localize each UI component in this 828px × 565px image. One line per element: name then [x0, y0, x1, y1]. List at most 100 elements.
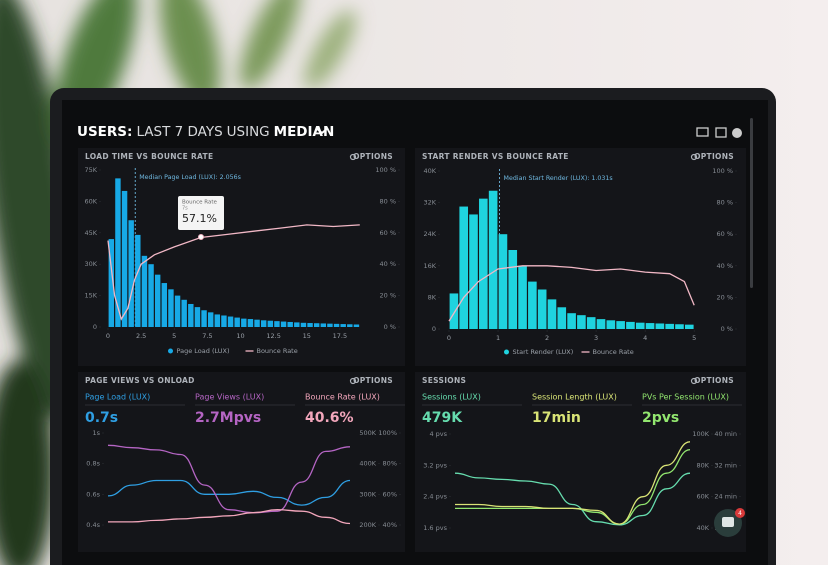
- y2-tick-label: 200K: [359, 521, 376, 529]
- histogram-bar: [635, 322, 645, 329]
- y-tick-label: 45K: [84, 229, 97, 237]
- histogram-bar: [508, 250, 518, 329]
- panel: [415, 372, 746, 552]
- tv-icon[interactable]: [696, 127, 709, 137]
- y2-tick-label: 60 %: [716, 230, 733, 238]
- histogram-bar: [148, 264, 154, 327]
- chat-badge-count: 4: [738, 510, 742, 517]
- y-tick-label: 1.6 pvs: [423, 524, 447, 532]
- options-button[interactable]: OPTIONS: [694, 376, 734, 385]
- histogram-bar: [655, 323, 665, 329]
- series-line: [454, 472, 691, 526]
- options-button[interactable]: OPTIONS: [353, 376, 393, 385]
- kpi-label: PVs Per Session (LUX): [642, 393, 729, 402]
- kpi-value: 40.6%: [305, 410, 354, 426]
- histogram-bar: [498, 234, 508, 329]
- panel-title: LOAD TIME VS BOUNCE RATE: [85, 152, 213, 161]
- tooltip-title: Bounce Rate: [182, 200, 217, 206]
- x-tick-label: 0: [447, 334, 451, 342]
- tooltip: [178, 196, 224, 230]
- y3-tick-label: 24 min: [714, 493, 737, 501]
- series-line: [454, 441, 691, 525]
- histogram-bar: [241, 318, 247, 327]
- y2-tick-label: 80 %: [379, 197, 396, 205]
- y3-tick-label: 80%: [383, 460, 397, 468]
- x-tick-label: 1: [496, 334, 500, 342]
- y2-tick-label: 40K: [696, 524, 709, 532]
- y2-tick-label: 40 %: [379, 260, 396, 268]
- x-tick-label: 10: [236, 332, 244, 340]
- histogram-bar: [518, 265, 527, 329]
- y-tick-label: 3.2 pvs: [423, 461, 447, 469]
- x-tick-label: 15: [303, 332, 311, 340]
- x-tick-label: 7.5: [202, 332, 212, 340]
- y-tick-label: 40K: [423, 167, 436, 175]
- y-tick-label: 0.6s: [86, 490, 100, 498]
- kpi-value: 17min: [532, 410, 581, 426]
- histogram-bar: [347, 324, 353, 327]
- help-icon[interactable]: [732, 128, 742, 138]
- charts: LOAD TIME VS BOUNCE RATE OPTIONS015K30K45…: [78, 148, 746, 552]
- y2-tick-label: 20 %: [716, 293, 733, 301]
- title-using: USING: [227, 124, 270, 140]
- y2-tick-label: 40 %: [716, 262, 733, 270]
- legend-swatch: [504, 349, 509, 355]
- options-icon: [690, 153, 698, 161]
- y-tick-label: 8K: [428, 293, 437, 301]
- options-button[interactable]: OPTIONS: [694, 152, 734, 161]
- y2-tick-label: 80K: [696, 461, 709, 469]
- histogram-bar: [479, 198, 488, 329]
- tooltip-point: [198, 234, 204, 240]
- histogram-bar: [313, 323, 320, 327]
- histogram-bar: [577, 315, 586, 329]
- kpi-value: 2pvs: [642, 410, 679, 426]
- x-tick-label: 5: [172, 332, 176, 340]
- histogram-bar: [459, 206, 469, 329]
- y-tick-label: 4 pvs: [429, 430, 447, 438]
- legend-label: Bounce Rate: [257, 347, 298, 355]
- histogram-bar: [596, 319, 606, 329]
- options-button[interactable]: OPTIONS: [353, 152, 393, 161]
- histogram-bar: [333, 323, 340, 327]
- kpi-label: Sessions (LUX): [422, 393, 481, 402]
- panel-title: PAGE VIEWS VS ONLOAD: [85, 376, 195, 385]
- histogram-bar: [616, 321, 625, 329]
- histogram-bar: [154, 274, 161, 327]
- histogram-bar: [606, 320, 616, 329]
- y2-tick-label: 60K: [696, 493, 709, 501]
- tooltip-value: 57.1%: [182, 212, 217, 225]
- y2-tick-label: 60 %: [379, 229, 396, 237]
- histogram-bar: [557, 307, 567, 329]
- histogram-bar: [121, 190, 128, 327]
- histogram-bar: [234, 317, 240, 327]
- panel-title: SESSIONS: [422, 376, 466, 385]
- histogram-bar: [645, 323, 655, 329]
- kpi-label: Page Views (LUX): [195, 393, 264, 402]
- histogram-bar: [188, 303, 194, 327]
- dashboard-title: USERS: LAST 7 DAYS USING MEDIAN: [77, 124, 334, 140]
- dropdown-icon[interactable]: [315, 127, 329, 135]
- x-tick-label: 5: [692, 334, 696, 342]
- y2-tick-label: 500K: [359, 429, 376, 437]
- histogram-bar: [115, 178, 121, 327]
- export-icon[interactable]: [715, 127, 727, 138]
- histogram-bar: [201, 310, 207, 327]
- kpi-value: 0.7s: [85, 410, 118, 426]
- y3-tick-label: 40 min: [714, 430, 737, 438]
- median-label: Median Start Render (LUX): 1.031s: [504, 175, 613, 182]
- histogram-bar: [247, 319, 254, 327]
- histogram-bar: [340, 324, 346, 327]
- y2-tick-label: 300K: [359, 490, 376, 498]
- histogram-bar: [128, 220, 134, 327]
- histogram-bar: [207, 312, 214, 327]
- histogram-bar: [567, 313, 576, 329]
- kpi-value: 479K: [422, 410, 463, 426]
- kpi-label: Session Length (LUX): [532, 393, 617, 402]
- y2-tick-label: 0 %: [721, 325, 733, 333]
- kpi-label: Page Load (LUX): [85, 393, 150, 402]
- histogram-bar: [449, 293, 459, 329]
- y-tick-label: 1s: [92, 429, 100, 437]
- histogram-bar: [665, 323, 674, 329]
- histogram-bar: [214, 314, 221, 327]
- histogram-bar: [108, 239, 115, 327]
